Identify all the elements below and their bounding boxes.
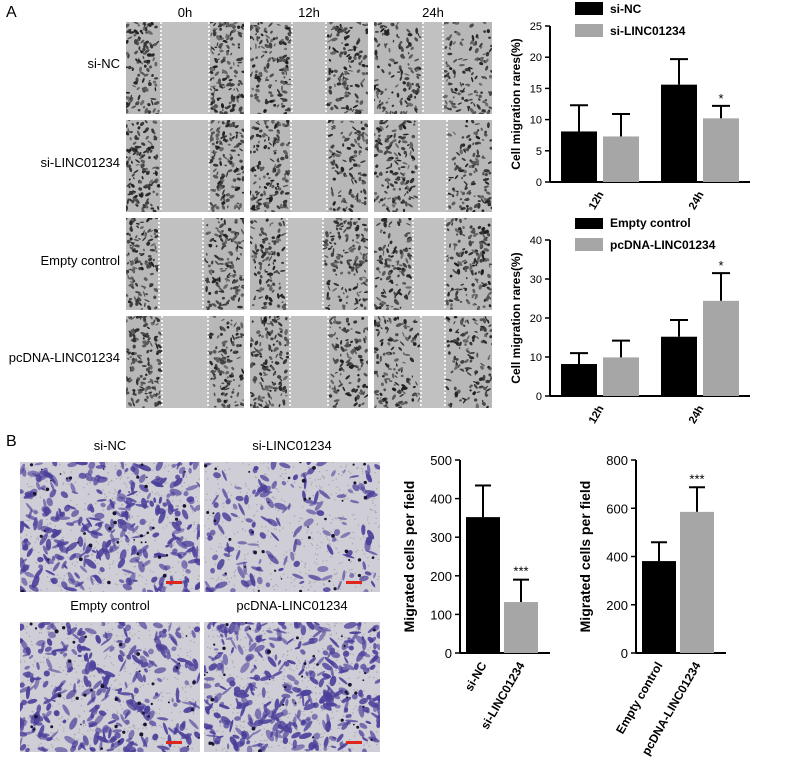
y-tick-label: 10 bbox=[530, 352, 542, 364]
bar-1 bbox=[504, 602, 538, 653]
bar-12h-1 bbox=[603, 136, 639, 182]
scratch-micrograph bbox=[250, 120, 368, 212]
bar-24h-0 bbox=[661, 336, 697, 396]
scratch-micrograph bbox=[374, 22, 492, 114]
migration-rate-chart-overexpression: 0 10 20 30 40 Cell migration rares(%) 12h 24h * E… bbox=[509, 218, 750, 426]
y-tick-label: 200 bbox=[606, 598, 628, 613]
legend-swatch bbox=[575, 238, 603, 251]
y-tick-label: 10 bbox=[530, 115, 542, 127]
bar-12h-0 bbox=[561, 364, 597, 396]
significance-marker: * bbox=[718, 91, 723, 106]
transwell-micrograph bbox=[20, 462, 200, 592]
migration-rate-chart-knockdown: 0 5 10 15 20 25 Cell migration rares(%) 12h 24h *… bbox=[509, 2, 750, 212]
y-tick-label: 0 bbox=[621, 646, 628, 661]
y-tick-label: 15 bbox=[530, 83, 542, 95]
scale-bar bbox=[346, 581, 362, 584]
legend-label: Empty control bbox=[610, 218, 691, 230]
y-axis-label: Cell migration rares(%) bbox=[509, 38, 523, 169]
scratch-micrograph bbox=[250, 316, 368, 408]
transwell-label-pcdna-linc01234: pcDNA-LINC01234 bbox=[236, 598, 348, 613]
scratch-micrograph bbox=[250, 22, 368, 114]
y-tick-label: 20 bbox=[530, 313, 542, 325]
scratch-row-label-pcdna-linc01234: pcDNA-LINC01234 bbox=[8, 350, 120, 365]
x-tick-label: 12h bbox=[587, 403, 607, 426]
transwell-label-si-nc: si-NC bbox=[93, 438, 127, 453]
panel-label-a: A bbox=[6, 4, 17, 21]
y-tick-label: 40 bbox=[530, 235, 542, 247]
transwell-label-si-linc01234: si-LINC01234 bbox=[252, 438, 332, 453]
timepoint-label-0h: 0h bbox=[177, 5, 193, 20]
y-tick-label: 500 bbox=[430, 453, 452, 468]
y-tick-label: 0 bbox=[536, 177, 542, 189]
bar-1 bbox=[680, 511, 714, 653]
y-tick-label: 5 bbox=[536, 146, 542, 158]
transwell-micrograph bbox=[20, 622, 200, 752]
x-tick-label: 24h bbox=[687, 189, 707, 212]
transwell-label-empty-control: Empty control bbox=[70, 598, 150, 613]
significance-marker: *** bbox=[513, 564, 528, 579]
y-tick-label: 400 bbox=[430, 492, 452, 507]
y-tick-label: 300 bbox=[430, 530, 452, 545]
panel-label-b: B bbox=[6, 433, 17, 450]
scratch-micrograph bbox=[374, 316, 492, 408]
scratch-micrograph bbox=[250, 218, 368, 310]
scale-bar bbox=[166, 581, 182, 584]
bar-12h-1 bbox=[603, 357, 639, 396]
scratch-micrograph bbox=[126, 218, 244, 310]
bar-24h-0 bbox=[661, 84, 697, 182]
scale-bar bbox=[346, 741, 362, 744]
legend-swatch bbox=[575, 218, 603, 229]
y-tick-label: 400 bbox=[606, 550, 628, 565]
legend-label: si-NC bbox=[610, 2, 642, 16]
scratch-micrograph bbox=[126, 22, 244, 114]
y-tick-label: 0 bbox=[536, 391, 542, 403]
y-axis-label: Migrated cells per field bbox=[577, 481, 593, 633]
y-tick-label: 200 bbox=[430, 569, 452, 584]
x-tick-label: si-NC bbox=[462, 659, 490, 693]
scratch-row-label-si-linc01234: si-LINC01234 bbox=[40, 155, 121, 170]
y-axis-label: Migrated cells per field bbox=[401, 481, 417, 633]
chart-axes: 0 10 20 30 40 bbox=[530, 235, 750, 403]
y-tick-label: 25 bbox=[530, 21, 542, 33]
y-tick-label: 30 bbox=[530, 274, 542, 286]
x-tick-label: 24h bbox=[687, 403, 707, 426]
y-tick-label: 0 bbox=[445, 646, 452, 661]
transwell-micrograph bbox=[204, 462, 380, 592]
y-tick-label: 800 bbox=[606, 453, 628, 468]
scale-bar bbox=[166, 741, 182, 744]
bar-12h-0 bbox=[561, 131, 597, 182]
scratch-micrograph bbox=[126, 316, 244, 408]
bar-0 bbox=[466, 517, 500, 653]
y-tick-label: 20 bbox=[530, 52, 542, 64]
scratch-micrograph bbox=[126, 120, 244, 212]
scratch-micrograph bbox=[374, 218, 492, 310]
timepoint-label-24h: 24h bbox=[422, 5, 444, 20]
legend-swatch bbox=[575, 2, 603, 15]
scratch-row-label-empty-control: Empty control bbox=[40, 253, 120, 268]
y-tick-label: 600 bbox=[606, 501, 628, 516]
migrated-cells-chart-knockdown: 0 100 200 300 400 500 Migrated cells per field… bbox=[401, 453, 550, 732]
y-axis-label: Cell migration rares(%) bbox=[509, 252, 523, 383]
significance-marker: *** bbox=[689, 471, 704, 486]
bar-24h-1 bbox=[703, 300, 739, 396]
x-tick-label: 12h bbox=[587, 189, 607, 212]
timepoint-label-12h: 12h bbox=[298, 5, 320, 20]
significance-marker: * bbox=[718, 258, 723, 273]
scratch-micrograph bbox=[374, 120, 492, 212]
transwell-micrograph bbox=[204, 622, 380, 752]
scratch-row-label-si-nc: si-NC bbox=[87, 56, 121, 71]
y-tick-label: 100 bbox=[430, 607, 452, 622]
bar-24h-1 bbox=[703, 118, 739, 182]
legend-label: si-LINC01234 bbox=[610, 24, 686, 38]
legend-swatch bbox=[575, 24, 603, 37]
legend-label: pcDNA-LINC01234 bbox=[610, 238, 716, 252]
bar-0 bbox=[642, 561, 676, 653]
